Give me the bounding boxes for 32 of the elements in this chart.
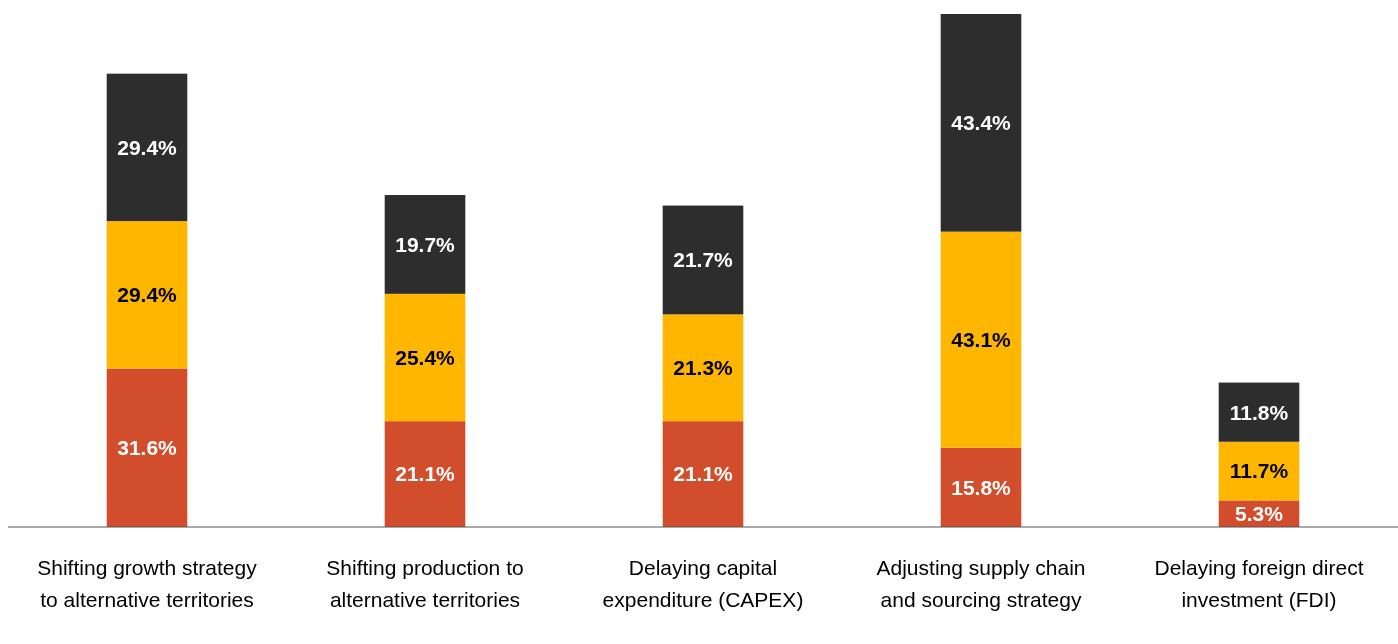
bar [384, 195, 466, 294]
bar [940, 14, 1022, 232]
bar [940, 447, 1022, 527]
bar [106, 221, 188, 369]
bar [662, 314, 744, 422]
data-label: 15.8% [951, 475, 1012, 499]
data-label: 29.4% [117, 135, 178, 159]
x-tick-label: Delaying foreign direct investment (FDI) [1154, 556, 1364, 611]
bar [940, 231, 1022, 448]
data-label: 25.4% [395, 345, 456, 369]
data-label: 21.1% [395, 462, 456, 486]
bar [384, 293, 466, 422]
data-label: 43.4% [951, 111, 1012, 135]
bar [662, 421, 744, 527]
bar [106, 73, 188, 222]
data-label: 11.7% [1229, 459, 1289, 483]
x-tick-label: Adjusting supply chain and sourcing strategy [876, 556, 1086, 611]
bar [384, 421, 466, 527]
x-tick-label: Shifting production to alternative territories [326, 556, 524, 611]
x-tick-label: Delaying capital expenditure (CAPEX) [602, 556, 804, 611]
bar [662, 205, 744, 315]
data-label: 11.8% [1229, 400, 1289, 424]
data-label: 5.3% [1235, 502, 1284, 526]
data-label: 21.7% [673, 248, 734, 272]
data-label: 31.6% [117, 436, 178, 460]
data-label: 29.4% [117, 283, 178, 307]
data-label: 19.7% [395, 232, 456, 256]
data-label: 21.1% [673, 462, 734, 486]
data-label: 21.3% [673, 356, 734, 380]
data-label: 43.1% [951, 328, 1012, 352]
bar [106, 368, 188, 527]
x-tick-label: Shifting growth strategy to alternative territories [37, 556, 258, 611]
